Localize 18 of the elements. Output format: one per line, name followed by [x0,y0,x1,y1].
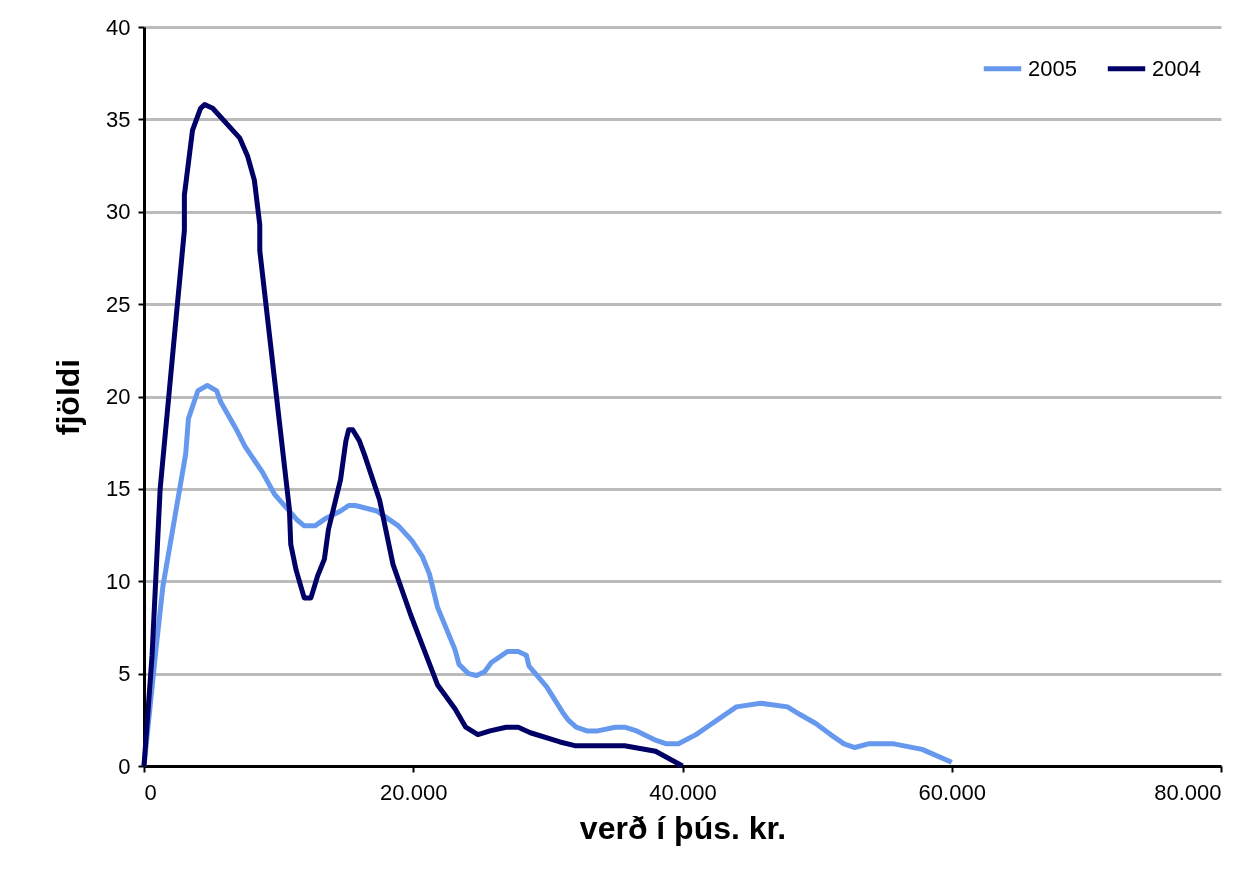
y-axis-title: fjöldi [50,358,87,436]
y-tick-label: 5 [118,661,131,687]
x-axis-title: verð í þús. kr. [579,809,787,846]
legend-label: 2005 [1028,55,1077,81]
legend-label: 2004 [1152,55,1201,81]
y-tick-label: 30 [106,199,131,225]
y-tick-label: 0 [118,753,131,779]
x-tick-label: 0 [144,779,157,805]
x-tick-label: 40.000 [649,779,717,805]
y-tick-label: 40 [106,14,131,40]
x-tick-label: 60.000 [918,779,986,805]
y-tick-label: 10 [106,568,131,594]
x-tick-label: 80.000 [1154,779,1222,805]
y-tick-label: 25 [106,291,131,317]
x-tick-label: 20.000 [380,779,448,805]
y-tick-label: 15 [106,476,131,502]
y-tick-label: 35 [106,106,131,132]
y-tick-label: 20 [106,384,131,409]
